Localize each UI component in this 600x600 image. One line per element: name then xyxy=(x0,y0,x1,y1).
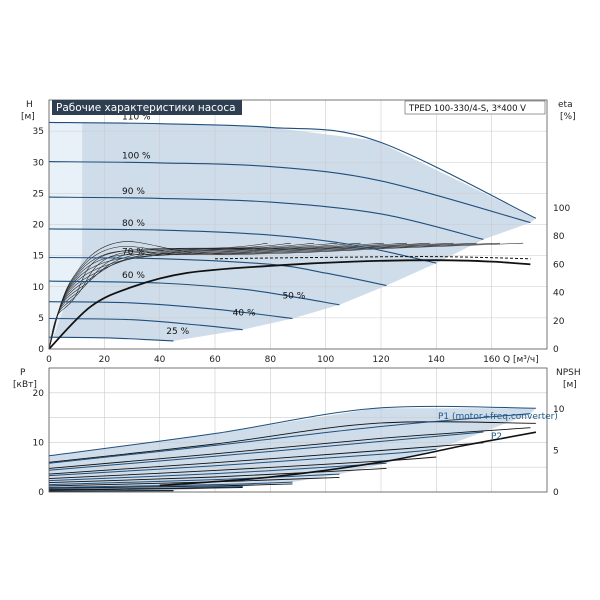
head-chart-curves: 110 % 100 % 90 % 80 % 70 % 60 % 50 % 40 % 25 % xyxy=(48,112,537,350)
speed-curve xyxy=(48,256,387,287)
legend-p2: P2 xyxy=(491,432,502,442)
head-efficiency-fan-line xyxy=(48,242,501,350)
speed-curve-label: 70 % xyxy=(122,247,145,257)
speed-curve xyxy=(48,121,537,219)
eta-axis-unit: [%] xyxy=(560,112,576,122)
head-chart-area xyxy=(49,122,536,350)
speed-curve-label: 50 % xyxy=(282,292,305,302)
speed-curve-label: 25 % xyxy=(166,327,189,337)
power-curve-p1 xyxy=(48,431,484,471)
speed-curve xyxy=(48,228,437,264)
eta-tick-label: 40 xyxy=(553,289,565,299)
model-box xyxy=(404,100,546,115)
power-curve-p2 xyxy=(48,467,387,484)
head-axis-label: H xyxy=(26,100,33,110)
speed-curve xyxy=(48,196,484,240)
flow-tick-label: 40 xyxy=(154,355,166,365)
eta-tick-label: 80 xyxy=(553,232,565,242)
npsh-axis-label: NPSH xyxy=(556,368,581,378)
head-axis-unit: [м] xyxy=(21,112,35,122)
power-chart-ticks: 0 10 20 0 5 10 xyxy=(33,389,565,498)
head-envelope-area xyxy=(49,122,536,350)
power-curve-p2 xyxy=(48,442,484,475)
flow-tick-label: 60 xyxy=(209,355,221,365)
eta-tick-label: 100 xyxy=(553,204,570,214)
power-curve-p1 xyxy=(48,462,387,482)
power-curve-p1 xyxy=(48,448,437,477)
flow-axis-label: Q [м³/ч] xyxy=(503,355,539,365)
power-curve-p1 xyxy=(48,405,536,457)
speed-curve-label: 90 % xyxy=(122,187,145,197)
power-curve-p2 xyxy=(48,456,437,480)
speed-curve xyxy=(48,301,293,320)
eta-axis-label: eta xyxy=(558,100,573,110)
speed-curve xyxy=(48,280,340,306)
head-efficiency-fan-line xyxy=(48,242,477,350)
speed-curve-label: 60 % xyxy=(122,271,145,281)
npsh-tick-label: 10 xyxy=(553,405,565,415)
speed-curve xyxy=(48,317,243,331)
flow-tick-label: 0 xyxy=(46,355,52,365)
speed-curve xyxy=(48,336,174,342)
power-curve-p2 xyxy=(48,427,531,469)
power-tick-label: 20 xyxy=(33,389,45,399)
legend-p1: P1 (motor+freq.converter) xyxy=(438,412,558,422)
power-tick-label: 10 xyxy=(33,438,45,448)
model-label: TPED 100-330/4-S, 3*400 V xyxy=(408,104,526,114)
eta-tick-label: 60 xyxy=(553,260,565,270)
speed-curve-label: 110 % xyxy=(122,112,151,122)
power-curve-p2 xyxy=(48,421,536,463)
head-tick-label: 35 xyxy=(33,127,44,137)
head-tick-label: 5 xyxy=(38,314,44,324)
speed-curve-label: 100 % xyxy=(122,152,151,162)
head-efficiency-fan-line xyxy=(48,241,524,350)
head-chart-frame xyxy=(48,99,548,350)
power-curve-p1 xyxy=(48,413,531,464)
power-axis-unit: [кВт] xyxy=(13,380,37,390)
speed-curve-label: 40 % xyxy=(233,308,256,318)
head-tick-label: 0 xyxy=(38,345,44,355)
power-curve-p1 xyxy=(48,486,243,490)
head-tick-label: 15 xyxy=(33,252,44,262)
power-axis-label: P xyxy=(20,368,26,378)
power-curve-p1 xyxy=(48,473,340,486)
flow-tick-label: 80 xyxy=(265,355,277,365)
head-chart-ticks: 0 20 40 60 80 100 120 140 160 0 5 10 15 20 25 30 35 0 20 40… xyxy=(33,127,571,365)
head-tick-label: 10 xyxy=(33,283,45,293)
power-chart-curves xyxy=(48,405,537,492)
power-curve-p1 xyxy=(48,481,293,488)
head-efficiency-fan-line xyxy=(48,242,454,350)
flow-tick-label: 160 xyxy=(483,355,500,365)
speed-curve xyxy=(48,161,531,224)
eta-tick-label: 20 xyxy=(553,317,565,327)
power-curve-p2 xyxy=(48,483,293,489)
flow-tick-label: 120 xyxy=(372,355,389,365)
power-chart-frame xyxy=(48,367,548,493)
power-curve-p2 xyxy=(48,487,243,491)
chart-title: Рабочие характеристики насоса xyxy=(56,102,236,114)
flow-tick-label: 140 xyxy=(428,355,445,365)
speed-curve-label: 80 % xyxy=(122,219,145,229)
head-tick-label: 25 xyxy=(33,189,44,199)
head-low-flow-area xyxy=(49,122,83,349)
efficiency-curve xyxy=(48,259,531,350)
eta-tick-label: 0 xyxy=(553,345,559,355)
power-tick-label: 0 xyxy=(38,488,44,498)
npsh-tick-label: 0 xyxy=(553,488,559,498)
chart-title-box xyxy=(52,100,242,115)
npsh-tick-label: 5 xyxy=(553,447,559,457)
npsh-curve xyxy=(159,431,537,487)
head-tick-label: 30 xyxy=(33,158,45,168)
efficiency-dashed-curve xyxy=(214,256,531,260)
flow-tick-label: 20 xyxy=(99,355,111,365)
flow-tick-label: 100 xyxy=(317,355,334,365)
npsh-axis-unit: [м] xyxy=(563,380,577,390)
head-tick-label: 20 xyxy=(33,221,45,231)
